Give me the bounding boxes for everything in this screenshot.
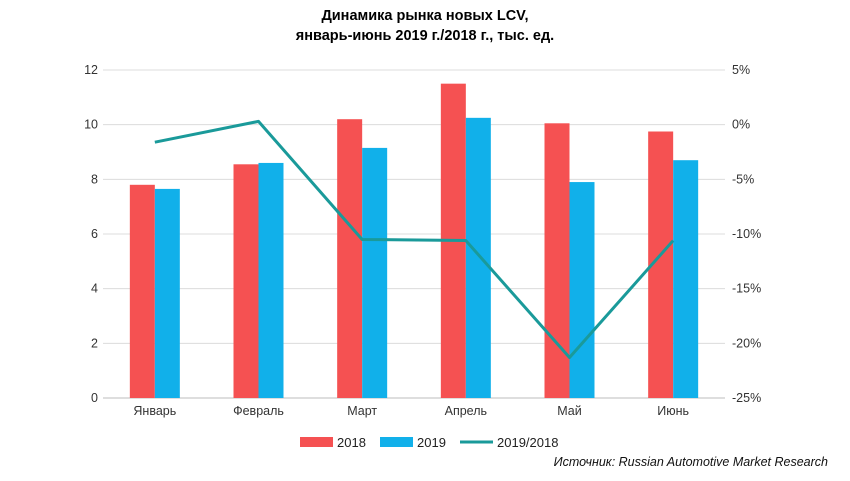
right-axis-ticks: -25% -20% -15% -10% -5% 0% 5% [732,63,761,405]
right-axis-tick-label: -20% [732,336,761,350]
legend-label: 2018 [337,435,366,450]
left-axis-tick-label: 12 [84,63,98,77]
left-axis-tick-label: 10 [84,118,98,132]
left-axis-tick-label: 0 [91,391,98,405]
bar-2018-Март [337,119,363,398]
x-axis-ticks: Январь Февраль Март Апрель Май Июнь [133,404,689,418]
ratio-line-layer [154,119,675,360]
left-axis-tick-label: 4 [91,282,98,296]
x-axis-tick-label: Февраль [233,404,284,418]
bar-2019-Февраль [258,162,284,398]
bar-2019-Январь [154,188,180,398]
legend-swatch-2019 [380,437,413,447]
bar-2019-Апрель [465,117,491,398]
legend-label: 2019 [417,435,446,450]
bar-2019-Июнь [673,160,699,398]
left-axis-tick-label: 8 [91,172,98,186]
left-axis-ticks: 0 2 4 6 8 10 12 [84,63,98,405]
x-axis-tick-label: Июнь [657,404,689,418]
right-axis-tick-label: 5% [732,63,750,77]
source-note: Источник: Russian Automotive Market Rese… [554,455,828,469]
bar-2018-Май [544,123,570,399]
legend-label: 2019/2018 [497,435,558,450]
x-axis-tick-label: Январь [133,404,176,418]
left-axis-tick-label: 2 [91,336,98,350]
legend: 2018 2019 2019/2018 [300,435,558,450]
bar-2018-Январь [129,184,155,398]
x-axis-tick-label: Март [347,404,377,418]
x-axis-tick-label: Апрель [445,404,487,418]
right-axis-tick-label: -15% [732,282,761,296]
bar-2019-Март [362,147,388,398]
right-axis-tick-label: -5% [732,172,754,186]
chart-title-line-1: Динамика рынка новых LCV, [321,8,528,24]
bar-2018-Февраль [233,164,259,398]
line-series-2019/2018 [154,119,675,360]
right-axis-tick-label: -10% [732,227,761,241]
right-axis-tick-label: -25% [732,391,761,405]
bar-2019-Май [569,182,595,398]
x-axis-tick-label: Май [557,404,582,418]
left-axis-tick-label: 6 [91,227,98,241]
gridlines [103,69,725,399]
legend-swatch-2018 [300,437,333,447]
right-axis-tick-label: 0% [732,118,750,132]
chart-title-line-2: январь-июнь 2019 г./2018 г., тыс. ед. [296,28,554,44]
